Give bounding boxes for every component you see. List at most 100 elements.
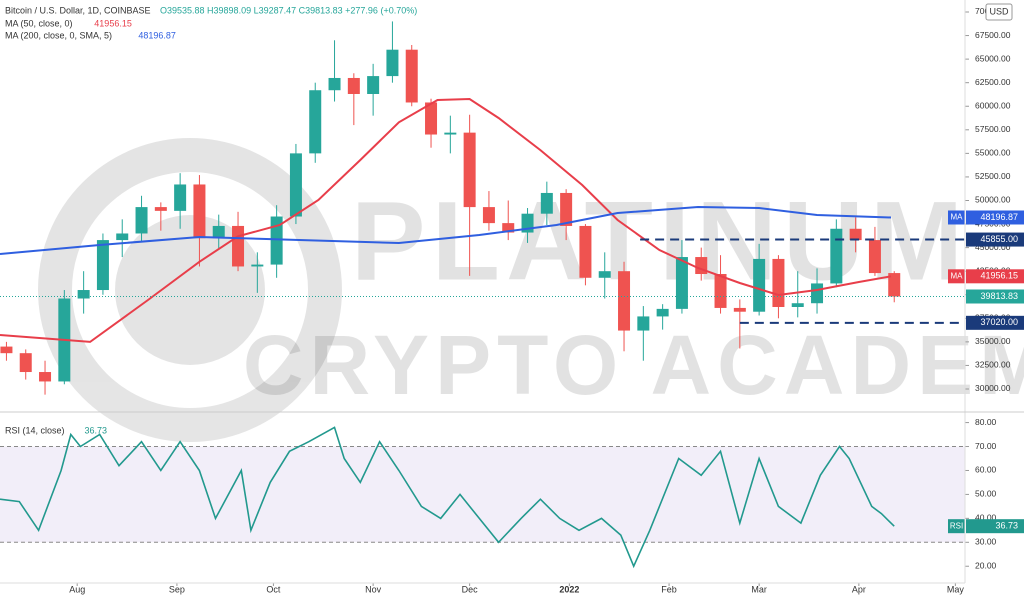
x-tick-label: Mar	[751, 584, 767, 594]
symbol: Bitcoin / U.S. Dollar, 1D, COINBASE	[5, 5, 151, 15]
x-tick-label: Nov	[365, 584, 382, 594]
legend-value: 41956.15	[94, 18, 132, 28]
logo-ring	[38, 138, 342, 442]
ma-badge-text: 41956.15	[980, 271, 1018, 281]
y-tick-label: 65000.00	[975, 53, 1011, 63]
candle-body	[714, 274, 727, 308]
last-price-badge-text: 39813.83	[980, 291, 1018, 301]
level-badge	[966, 232, 1024, 247]
candle-body	[386, 49, 399, 77]
ma-badge	[966, 210, 1024, 225]
candle-body	[463, 132, 476, 208]
candle-body	[502, 223, 515, 233]
y-tick-label: 52500.00	[975, 171, 1011, 181]
y-tick-label: 40.00	[975, 513, 997, 523]
level-badge-text: 37020.00	[980, 317, 1018, 327]
candle-body	[425, 102, 438, 135]
watermark-text: CRYPTO ACADEMY	[243, 318, 1024, 412]
last-price-badge	[966, 289, 1024, 304]
candle-body	[772, 258, 785, 307]
candle-body	[212, 225, 225, 239]
rsi-line	[0, 426, 895, 569]
y-tick-label: 60000.00	[975, 100, 1011, 110]
candle-body	[637, 316, 650, 331]
rsi-legend-name: RSI (14, close)	[5, 425, 65, 435]
ma-tag-text: MA	[951, 271, 964, 280]
y-tick-label: 45000.00	[975, 242, 1011, 252]
candle-body	[675, 257, 688, 309]
x-tick-label: Oct	[266, 584, 281, 594]
rsi-band	[0, 446, 965, 543]
candle-body	[849, 228, 862, 241]
ma-tag	[948, 210, 965, 225]
candle-body	[733, 307, 746, 312]
y-tick-label: 30000.00	[975, 383, 1011, 393]
legend-name: MA (50, close, 0)	[5, 18, 73, 28]
candle-body	[232, 225, 245, 267]
y-tick-label: 30.00	[975, 537, 997, 547]
candle-body	[598, 271, 611, 278]
x-tick-label: Dec	[462, 584, 479, 594]
x-tick-label: Apr	[852, 584, 866, 594]
watermark-text: PLATINUM	[351, 179, 969, 304]
y-tick-label: 32500.00	[975, 360, 1011, 370]
currency[interactable]: USD	[989, 6, 1009, 16]
candle-body	[96, 240, 109, 291]
candle-body	[174, 184, 187, 211]
candle-body	[309, 90, 322, 154]
candle-body	[289, 153, 302, 217]
candle-body	[868, 240, 881, 274]
rsi-legend-value: 36.73	[85, 425, 108, 435]
candle-body	[77, 290, 90, 299]
ma-tag-text: MA	[951, 213, 964, 222]
candle-body	[154, 207, 167, 211]
candle-body	[328, 77, 341, 91]
rsi-tag	[948, 519, 965, 534]
x-tick-label: 2022	[559, 584, 579, 594]
watermark: PLATINUM CRYPTO ACADEMY	[243, 179, 1024, 413]
currency-box[interactable]	[985, 3, 1013, 21]
candle-body	[270, 216, 283, 265]
rsi-tag-text: RSI	[950, 521, 963, 530]
y-tick-label: 20.00	[975, 560, 997, 570]
candle-body	[656, 308, 669, 317]
y-tick-label: 67500.00	[975, 30, 1011, 40]
ma-badge-text: 48196.87	[980, 212, 1018, 222]
ma-tag	[948, 269, 965, 284]
candle-body	[444, 132, 457, 135]
panes: 30000.0032500.0035000.0037500.0040000.00…	[0, 6, 1024, 594]
x-tick-label: May	[947, 584, 965, 594]
candle-body	[193, 184, 206, 239]
candle-body	[135, 207, 148, 234]
candle-body	[791, 303, 804, 307]
candle-body	[367, 76, 380, 94]
x-tick-label: Sep	[169, 584, 185, 594]
x-tick-label: Feb	[661, 584, 677, 594]
candle-body	[579, 225, 592, 278]
level-badge	[966, 315, 1024, 330]
x-tick-label: Aug	[69, 584, 85, 594]
rsi-badge	[966, 519, 1024, 534]
legend-value: 48196.87	[138, 30, 176, 40]
y-tick-label: 35000.00	[975, 336, 1011, 346]
candle-body	[19, 353, 32, 373]
candle-body	[0, 346, 13, 354]
y-tick-label: 50.00	[975, 489, 997, 499]
candle-body	[540, 192, 553, 214]
candle-body	[482, 207, 495, 224]
candle-body	[39, 372, 52, 382]
candle-body	[405, 49, 418, 103]
candle-body	[888, 273, 901, 297]
candle-body	[116, 233, 129, 241]
rsi-badge-text: 36.73	[995, 521, 1018, 531]
candle-body	[251, 264, 264, 267]
y-tick-label: 80.00	[975, 417, 997, 427]
candle-body	[830, 228, 843, 284]
y-tick-label: 50000.00	[975, 195, 1011, 205]
y-tick-label: 57500.00	[975, 124, 1011, 134]
legend-name: MA (200, close, 0, SMA, 5)	[5, 30, 112, 40]
y-tick-label: 55000.00	[975, 148, 1011, 158]
